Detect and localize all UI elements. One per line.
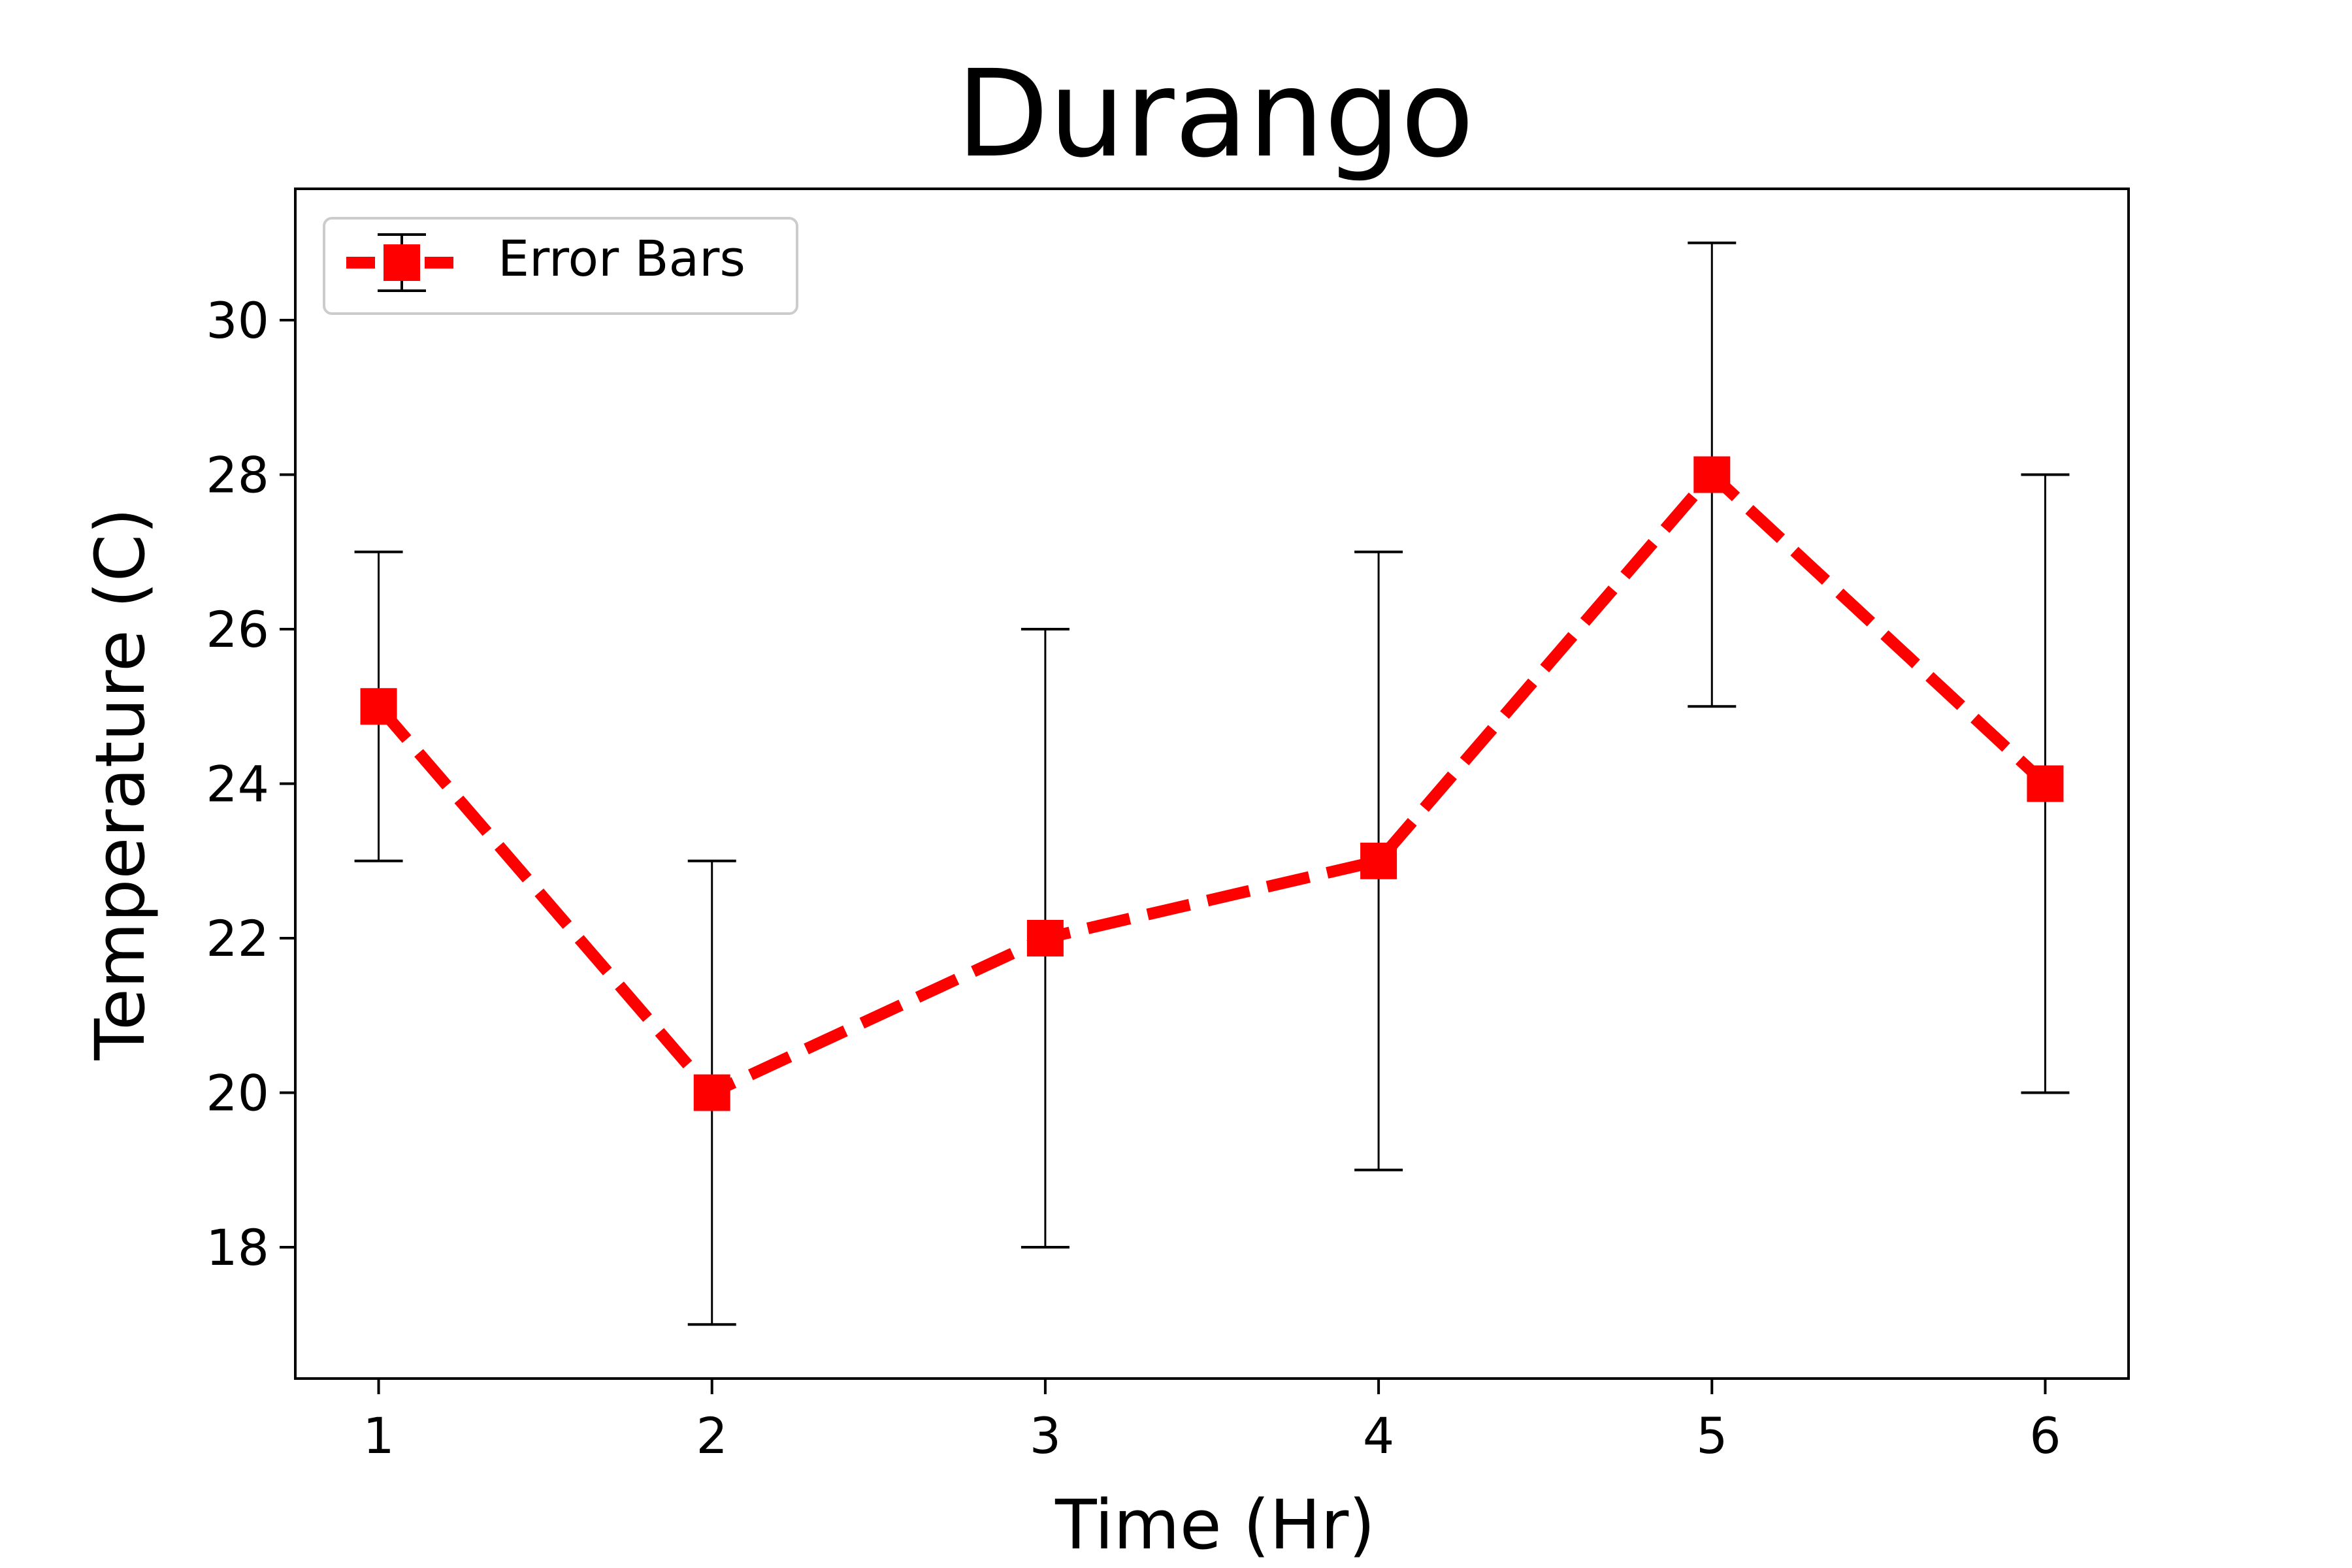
y-axis-label: Temperature (C) [80, 508, 160, 1061]
x-axis-label: Time (Hr) [1054, 1485, 1375, 1565]
data-point [1360, 842, 1397, 879]
x-tick-label: 5 [1696, 1407, 1727, 1465]
y-tick-label: 28 [206, 446, 269, 504]
data-point [360, 688, 397, 725]
y-tick-label: 26 [206, 600, 269, 659]
chart-title: Durango [956, 44, 1475, 184]
x-tick-label: 1 [363, 1407, 394, 1465]
x-tick-label: 2 [696, 1407, 728, 1465]
y-tick-label: 20 [206, 1064, 269, 1122]
data-point [1026, 919, 1064, 956]
legend-marker-sample [384, 244, 420, 281]
series-line [374, 468, 2050, 1099]
y-tick-label: 30 [206, 291, 269, 350]
x-tick-label: 6 [2029, 1407, 2061, 1465]
x-tick-label: 3 [1030, 1407, 1061, 1465]
axes: 1 2 3 4 5 6 18 20 22 24 26 28 30 [206, 291, 2061, 1465]
data-series [360, 456, 2064, 1111]
legend: Error Bars [323, 217, 798, 315]
data-point [693, 1074, 730, 1111]
data-point [2027, 765, 2064, 802]
y-tick-label: 24 [206, 755, 269, 813]
data-point [1693, 456, 1731, 493]
y-tick-label: 22 [206, 909, 269, 968]
x-tick-label: 4 [1363, 1407, 1394, 1465]
y-tick-label: 18 [206, 1218, 269, 1277]
legend-box [323, 217, 798, 315]
legend-label: Error Bars [498, 229, 745, 287]
